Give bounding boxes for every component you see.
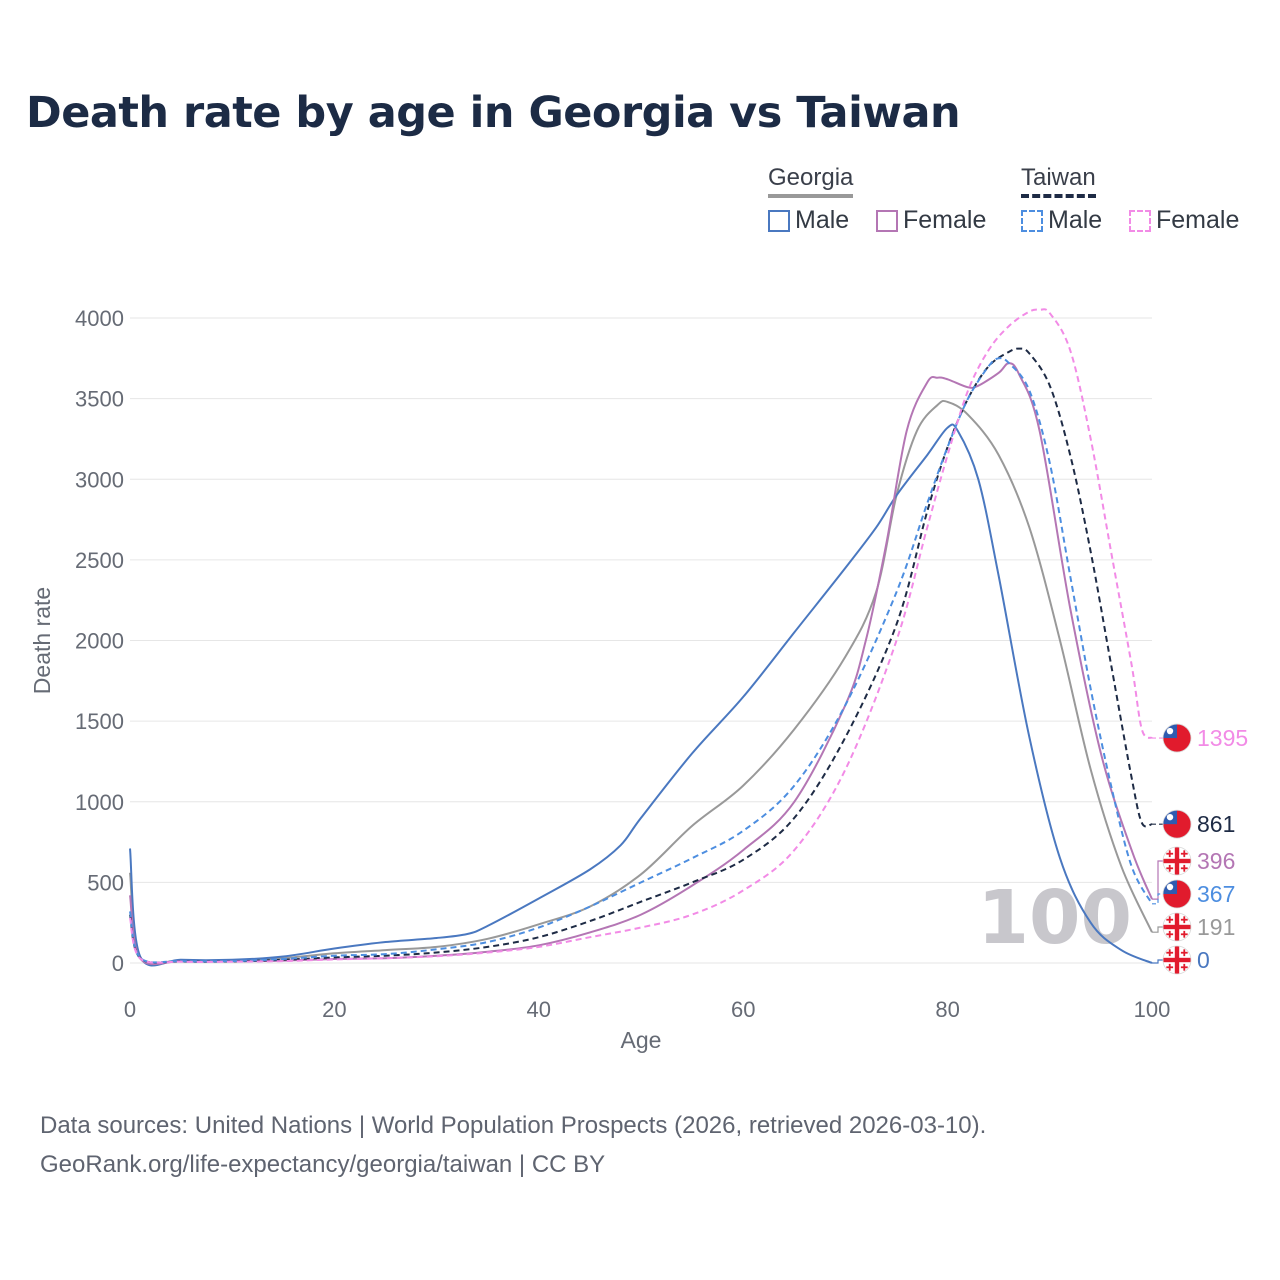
end-connector-tw_male: [1152, 893, 1163, 905]
y-tick-label: 1000: [75, 790, 124, 815]
flag-outline: [1162, 879, 1192, 909]
flag-small-cross-v: [1183, 963, 1186, 971]
x-tick-label: 40: [527, 997, 551, 1022]
end-connector-geo_female: [1152, 860, 1163, 900]
x-tick-label: 0: [124, 997, 136, 1022]
y-tick-label: 4000: [75, 306, 124, 331]
y-tick-label: 3500: [75, 387, 124, 412]
flag-body: [1163, 913, 1191, 941]
y-tick-label: 500: [87, 870, 124, 895]
flag-georgia-icon: [1162, 912, 1192, 942]
flag-outline: [1162, 846, 1192, 876]
end-label-tw_female: 1395: [1197, 725, 1248, 751]
x-tick-label: 80: [935, 997, 959, 1022]
footer-source: Data sources: United Nations | World Pop…: [40, 1112, 987, 1139]
flag-small-cross-v: [1168, 930, 1171, 938]
flag-cross-horizontal: [1163, 957, 1191, 963]
end-label-tw_total: 861: [1197, 811, 1235, 837]
series-line-geo_total: [129, 399, 1153, 966]
y-tick-label: 2500: [75, 548, 124, 573]
flag-outline: [1162, 912, 1192, 942]
footer: Data sources: United Nations | World Pop…: [40, 1106, 986, 1184]
flag-sun: [1166, 883, 1174, 891]
series-line-tw_female: [129, 308, 1153, 964]
y-tick-label: 2000: [75, 629, 124, 654]
flag-small-cross-v: [1168, 949, 1171, 957]
end-connector-geo_total: [1152, 926, 1163, 933]
flag-georgia-icon: [1162, 846, 1192, 876]
x-tick-label: 60: [731, 997, 755, 1022]
flag-outline: [1162, 723, 1192, 753]
flag-small-cross-v: [1183, 864, 1186, 872]
y-tick-label: 3000: [75, 467, 124, 492]
flag-outline: [1162, 809, 1192, 839]
flag-sun: [1166, 813, 1174, 821]
flag-body: [1163, 810, 1191, 839]
end-label-geo_total: 191: [1197, 914, 1235, 940]
flag-small-cross-v: [1168, 850, 1171, 858]
flag-cross-horizontal: [1163, 858, 1191, 864]
y-tick-label: 0: [112, 951, 124, 976]
flag-small-cross-v: [1168, 916, 1171, 924]
flag-taiwan-icon: [1162, 809, 1192, 839]
flag-small-cross-v: [1183, 916, 1186, 924]
age-watermark: 100: [978, 875, 1132, 961]
series-line-tw_male: [129, 357, 1153, 964]
flag-small-cross-v: [1168, 864, 1171, 872]
chart-title: Death rate by age in Georgia vs Taiwan: [26, 88, 961, 138]
flag-taiwan-icon: [1162, 879, 1192, 909]
flag-georgia-icon: [1162, 945, 1192, 975]
flag-taiwan-icon: [1162, 723, 1192, 753]
flag-body: [1163, 946, 1191, 974]
flag-small-cross-v: [1183, 930, 1186, 938]
series-line-geo_male: [129, 423, 1153, 967]
end-label-tw_male: 367: [1197, 881, 1235, 907]
flag-outline: [1162, 945, 1192, 975]
flag-small-cross-v: [1168, 963, 1171, 971]
flag-small-cross-v: [1183, 949, 1186, 957]
end-label-geo_male: 0: [1197, 947, 1210, 973]
end-connector-geo_male: [1152, 959, 1163, 964]
flag-sun: [1166, 727, 1174, 735]
footer-link[interactable]: GeoRank.org/life-expectancy/georgia/taiw…: [40, 1151, 606, 1178]
x-tick-label: 20: [322, 997, 346, 1022]
y-axis-title: Death rate: [29, 587, 55, 694]
flag-cross-horizontal: [1163, 924, 1191, 930]
end-label-geo_female: 396: [1197, 848, 1235, 874]
flag-small-cross-v: [1183, 850, 1186, 858]
x-axis-title: Age: [621, 1027, 662, 1053]
flag-body: [1163, 880, 1191, 908]
y-tick-label: 1500: [75, 709, 124, 734]
series-line-tw_total: [129, 347, 1153, 964]
x-tick-label: 100: [1134, 997, 1171, 1022]
flag-body: [1163, 847, 1191, 875]
